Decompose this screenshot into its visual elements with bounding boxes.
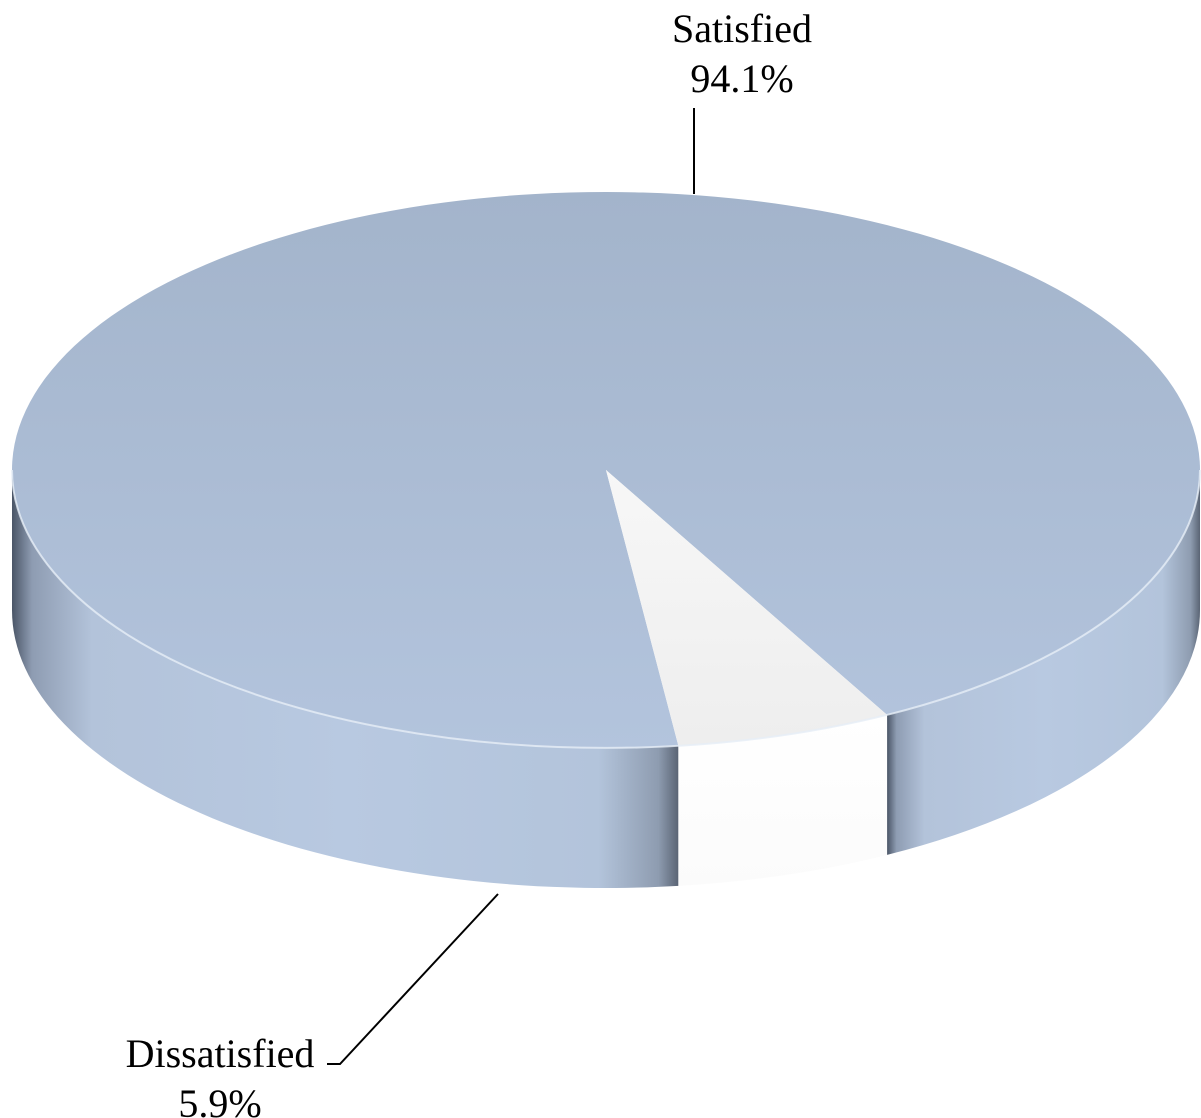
label-satisfied-name: Satisfied [672, 6, 812, 51]
label-dissatisfied-value: 5.9% [178, 1081, 261, 1118]
pie-side-layer [12, 470, 1200, 889]
label-satisfied-value: 94.1% [690, 56, 793, 101]
side-dissatisfied-0 [678, 714, 888, 886]
side-satisfied-1 [887, 470, 1200, 855]
pie-rim-highlight [11, 469, 1201, 749]
slice-labels: Satisfied 94.1% Dissatisfied 5.9% [126, 6, 812, 1118]
slice-satisfied [12, 192, 1201, 748]
label-dissatisfied-name: Dissatisfied [126, 1031, 315, 1076]
slice-dissatisfied [606, 470, 888, 746]
leader-lines [327, 108, 695, 1065]
pie-top-layer [11, 192, 1201, 749]
side-satisfied-0 [12, 470, 679, 889]
leader-line-dissatisfied [327, 893, 499, 1065]
